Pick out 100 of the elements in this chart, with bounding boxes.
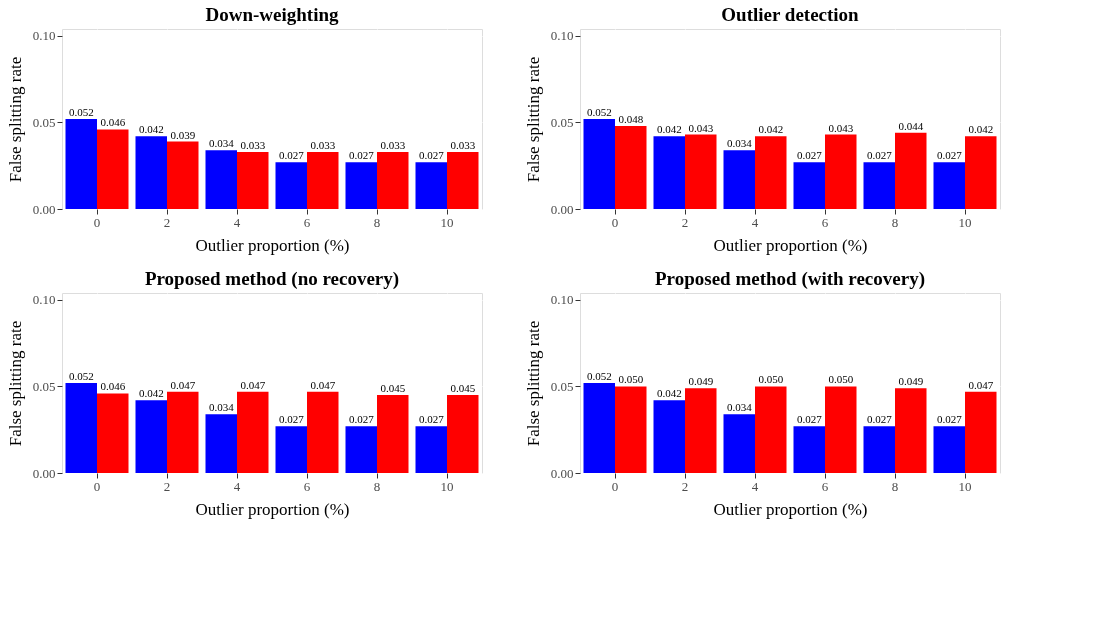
data-label: 0.034 (726, 401, 753, 414)
bar (863, 162, 895, 209)
bar (275, 162, 307, 209)
bar (653, 400, 685, 473)
bar (895, 132, 927, 209)
y-tick-label: 0.00 (32, 465, 56, 481)
bar (65, 383, 97, 473)
y-tick-label: 0.10 (32, 28, 56, 44)
chart-title: Proposed method (with recovery) (655, 268, 925, 290)
x-tick-label: 4 (751, 478, 759, 494)
data-label: 0.052 (68, 370, 94, 382)
x-tick-label: 0 (611, 478, 619, 494)
x-axis-title: Outlier proportion (%) (713, 235, 868, 255)
data-label: 0.050 (758, 373, 784, 386)
bar (685, 134, 717, 209)
data-label: 0.047 (310, 378, 336, 391)
data-label: 0.048 (618, 112, 644, 125)
x-axis-title: Outlier proportion (%) (713, 499, 868, 519)
bar (205, 150, 237, 209)
bar (653, 136, 685, 209)
y-tick-label: 0.00 (32, 201, 56, 217)
bar (237, 391, 269, 473)
bar (97, 393, 129, 473)
x-tick-label: 8 (891, 214, 899, 230)
data-label: 0.027 (936, 413, 963, 426)
data-label: 0.052 (586, 106, 612, 118)
bar (965, 391, 997, 473)
x-tick-label: 8 (373, 214, 381, 230)
bar (237, 151, 269, 209)
x-tick-label: 10 (958, 478, 972, 494)
chart-title: Down-weighting (205, 4, 339, 25)
x-tick-label: 10 (440, 214, 454, 230)
bar (825, 386, 857, 473)
data-label: 0.052 (68, 106, 94, 118)
bar (377, 151, 409, 209)
bar (205, 414, 237, 473)
bar (135, 400, 167, 473)
data-label: 0.027 (278, 149, 305, 162)
x-tick-label: 6 (303, 214, 311, 230)
data-label: 0.027 (796, 413, 823, 426)
x-tick-label: 2 (681, 214, 689, 230)
data-label: 0.043 (688, 121, 714, 134)
x-axis-title: Outlier proportion (%) (195, 235, 350, 255)
bar (755, 386, 787, 473)
data-label: 0.034 (208, 401, 235, 414)
bar (377, 395, 409, 473)
y-axis-title: False splitting rate (523, 320, 543, 447)
data-label: 0.047 (170, 378, 196, 391)
x-tick-label: 8 (891, 478, 899, 494)
data-label: 0.047 (240, 378, 266, 391)
bar (167, 141, 199, 209)
y-tick-label: 0.00 (550, 465, 574, 481)
bar (415, 162, 447, 209)
data-label: 0.042 (138, 387, 164, 400)
y-axis-title: False splitting rate (523, 56, 543, 183)
data-label: 0.033 (310, 138, 336, 151)
data-label: 0.044 (898, 119, 924, 132)
y-tick-label: 0.05 (32, 114, 56, 130)
data-label: 0.033 (240, 138, 266, 151)
data-label: 0.046 (100, 116, 126, 129)
x-tick-label: 0 (93, 214, 101, 230)
bar (583, 383, 615, 473)
data-label: 0.027 (796, 149, 823, 162)
bar (793, 162, 825, 209)
data-label: 0.043 (828, 121, 854, 134)
x-tick-label: 2 (163, 478, 171, 494)
data-label: 0.042 (138, 123, 164, 136)
y-axis-title: False splitting rate (5, 320, 25, 447)
y-tick-label: 0.10 (32, 292, 56, 308)
data-label: 0.027 (418, 149, 445, 162)
x-tick-label: 6 (303, 478, 311, 494)
bar (447, 395, 479, 473)
data-label: 0.039 (170, 128, 196, 141)
bar (345, 426, 377, 473)
y-tick-label: 0.05 (32, 378, 56, 394)
data-label: 0.027 (866, 149, 893, 162)
bar (97, 129, 129, 209)
data-label: 0.049 (688, 375, 714, 388)
y-tick-label: 0.10 (550, 292, 574, 308)
bar (755, 136, 787, 209)
data-label: 0.050 (828, 373, 854, 386)
chart-title: Proposed method (no recovery) (144, 268, 400, 290)
bar (723, 414, 755, 473)
x-axis-title: Outlier proportion (%) (195, 499, 350, 519)
bar (135, 136, 167, 209)
y-axis-title: False splitting rate (5, 56, 25, 183)
x-tick-label: 0 (611, 214, 619, 230)
data-label: 0.047 (968, 378, 994, 391)
data-label: 0.042 (968, 123, 994, 136)
data-label: 0.034 (208, 137, 235, 150)
y-tick-label: 0.05 (550, 114, 574, 130)
x-tick-label: 4 (233, 478, 241, 494)
x-tick-label: 2 (681, 478, 689, 494)
bar (723, 150, 755, 209)
data-label: 0.042 (758, 123, 784, 136)
x-tick-label: 8 (373, 478, 381, 494)
bar (615, 125, 647, 209)
bar (933, 162, 965, 209)
bar (65, 119, 97, 209)
bar (825, 134, 857, 209)
